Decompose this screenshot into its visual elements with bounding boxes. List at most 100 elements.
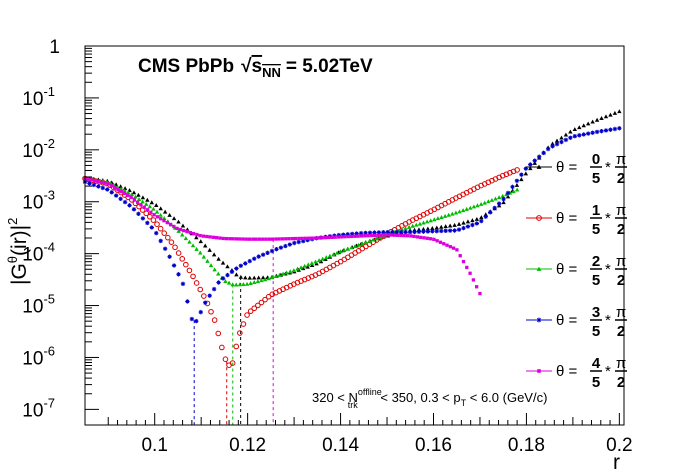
data-point — [465, 219, 471, 224]
data-point — [422, 236, 426, 240]
data-point — [238, 263, 244, 268]
data-point — [167, 254, 172, 259]
data-point — [532, 158, 537, 163]
legend-pi: π — [616, 253, 626, 270]
data-point — [154, 230, 159, 236]
data-point — [136, 203, 142, 210]
data-point — [376, 230, 382, 235]
data-point — [342, 247, 347, 252]
data-point — [140, 199, 145, 204]
legend-times: * — [605, 159, 611, 176]
data-point — [162, 219, 166, 223]
data-point — [208, 263, 214, 268]
legend-theta: θ = — [556, 363, 578, 380]
data-point — [443, 228, 448, 234]
data-point — [356, 234, 360, 238]
data-point — [514, 167, 520, 173]
data-point — [474, 216, 480, 221]
data-point — [122, 186, 128, 191]
data-point — [265, 250, 270, 256]
data-point — [608, 112, 613, 117]
data-point — [147, 213, 153, 220]
data-point — [536, 266, 542, 271]
data-point — [514, 187, 520, 192]
data-point — [559, 139, 564, 145]
y-tick-label: 10-2 — [22, 136, 55, 162]
data-point — [354, 231, 359, 236]
data-point — [493, 196, 498, 201]
data-point — [252, 280, 257, 285]
data-point — [225, 272, 230, 278]
data-point — [352, 244, 358, 248]
data-point — [198, 250, 203, 255]
data-point — [372, 233, 377, 238]
legend-pi: π — [616, 151, 626, 168]
data-point — [581, 123, 586, 128]
data-point — [205, 258, 210, 263]
data-point — [514, 182, 520, 187]
data-point — [220, 260, 226, 265]
data-point — [318, 259, 324, 264]
data-point — [122, 199, 128, 205]
data-point — [439, 215, 444, 220]
data-point — [113, 193, 119, 198]
data-point — [340, 235, 344, 239]
data-point — [100, 185, 106, 191]
data-point — [594, 129, 600, 135]
legend-denominator: 5 — [592, 374, 600, 391]
data-point — [541, 150, 546, 156]
data-point — [244, 312, 250, 318]
data-point — [313, 236, 318, 240]
legend-times: * — [605, 210, 611, 227]
data-point — [434, 225, 439, 230]
data-point — [550, 144, 555, 149]
data-point — [229, 360, 236, 366]
data-point — [532, 160, 537, 165]
data-point — [157, 225, 164, 232]
data-point — [191, 231, 196, 236]
data-point — [175, 250, 182, 256]
x-tick-label: 0.16 — [415, 435, 452, 456]
data-point — [456, 221, 462, 226]
data-point — [106, 182, 110, 186]
data-point — [430, 226, 435, 231]
data-point — [126, 193, 130, 198]
data-point — [185, 299, 190, 304]
data-point — [201, 254, 207, 259]
data-point — [594, 117, 600, 122]
data-point — [201, 234, 206, 238]
legend-times: * — [605, 363, 611, 380]
data-point — [189, 316, 195, 322]
legend-numerator: 0 — [592, 151, 600, 168]
data-point — [87, 181, 92, 186]
data-point — [492, 205, 497, 211]
data-point — [363, 234, 367, 238]
data-point — [165, 234, 171, 241]
data-point — [478, 201, 484, 206]
data-point — [260, 252, 266, 257]
data-point — [154, 209, 160, 214]
data-point — [176, 219, 181, 224]
data-point — [363, 240, 369, 245]
data-point — [126, 190, 131, 195]
data-point — [226, 280, 232, 285]
data-point — [262, 277, 268, 282]
data-point — [277, 272, 282, 277]
data-point — [149, 225, 154, 230]
data-point — [155, 215, 160, 219]
data-point — [326, 235, 331, 240]
data-point — [378, 235, 383, 239]
data-point — [428, 237, 433, 241]
data-point — [145, 197, 150, 202]
data-point — [194, 235, 199, 240]
data-point — [118, 184, 123, 189]
legend-denominator: 5 — [592, 272, 600, 289]
legend-times: * — [605, 261, 611, 278]
data-point — [474, 221, 480, 226]
y-axis-label: |Gθ(ir)|2 — [5, 218, 31, 285]
data-point — [188, 230, 192, 235]
data-point — [376, 233, 380, 237]
data-point — [220, 276, 226, 281]
data-point — [221, 236, 225, 241]
data-point — [443, 224, 448, 229]
